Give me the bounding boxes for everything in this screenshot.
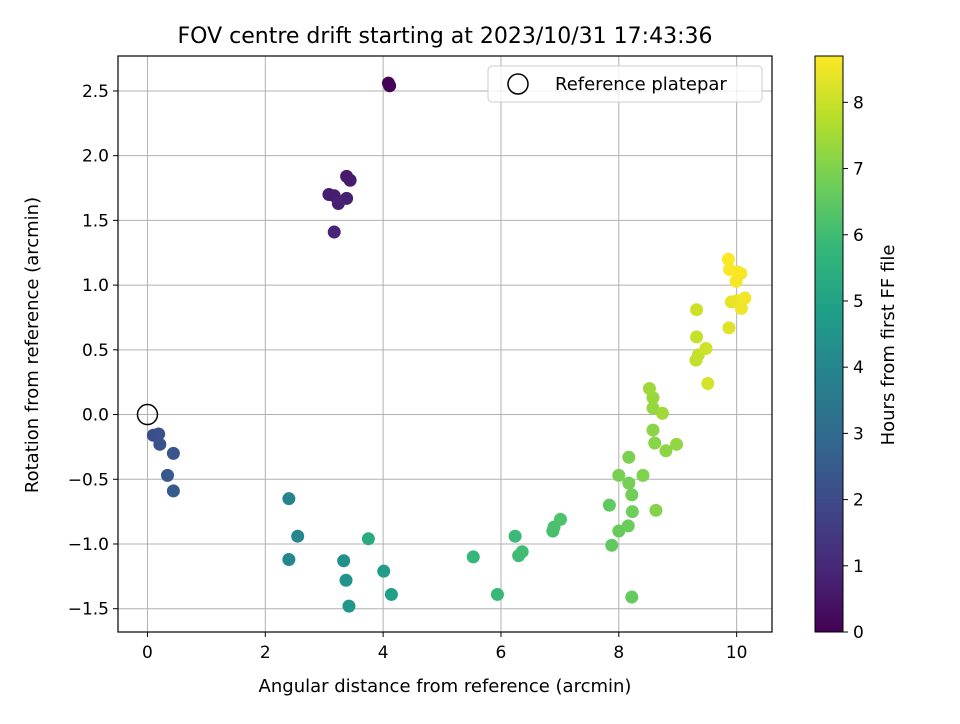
scatter-point	[670, 437, 684, 451]
scatter-point	[605, 538, 619, 552]
scatter-point	[655, 406, 669, 420]
reference-platepar-marker	[136, 403, 159, 426]
scatter-point	[722, 321, 736, 335]
x-tick-label: 8	[613, 643, 624, 663]
y-tick-label: −0.5	[68, 470, 109, 490]
scatter-point	[291, 529, 305, 543]
scatter-point	[337, 554, 351, 568]
scatter-point	[646, 423, 660, 437]
y-axis-ticks: −1.5 −1.0 −0.5 0.0 0.5 1.0 1.5 2.0 2.5	[68, 82, 118, 620]
scatter-point	[282, 492, 296, 506]
scatter-point	[166, 446, 180, 460]
scatter-point	[734, 301, 748, 315]
y-tick-label: 1.5	[82, 211, 109, 231]
scatter-point	[342, 599, 356, 613]
colorbar-tick-label: 5	[853, 292, 864, 312]
scatter-point	[327, 225, 341, 239]
scatter-point	[738, 291, 752, 305]
x-axis-label: Angular distance from reference (arcmin)	[259, 676, 632, 697]
scatter-point	[343, 173, 357, 187]
scatter-point	[625, 505, 639, 519]
colorbar-tick-label: 2	[853, 491, 864, 511]
legend-entry-reference: Reference platepar	[555, 74, 727, 95]
scatter-point	[612, 468, 626, 482]
y-tick-label: −1.0	[68, 535, 109, 555]
scatter-point	[515, 545, 529, 559]
y-tick-label: 2.0	[82, 147, 109, 167]
x-tick-label: 0	[142, 643, 153, 663]
scatter-point	[723, 263, 737, 277]
scatter-point	[384, 587, 398, 601]
scatter-point	[553, 512, 567, 526]
scatter-point	[331, 197, 345, 211]
scatter-point	[166, 484, 180, 498]
y-tick-label: 1.0	[82, 276, 109, 296]
x-tick-label: 4	[378, 643, 389, 663]
legend-marker	[507, 73, 529, 95]
colorbar: 0 1 2 3 4 5 6 7 8 Hours from first FF file	[814, 55, 899, 643]
scatter-point	[625, 590, 639, 604]
scatter-point	[361, 532, 375, 546]
scatter-point	[636, 468, 650, 482]
y-tick-label: 2.5	[82, 82, 109, 102]
scatter-point	[153, 437, 167, 451]
legend: Reference platepar	[487, 65, 763, 103]
scatter-point	[339, 573, 353, 587]
x-tick-label: 10	[726, 643, 748, 663]
scatter-point	[649, 503, 663, 517]
data-points	[146, 76, 752, 613]
scatter-point	[622, 450, 636, 464]
scatter-point	[602, 498, 616, 512]
colorbar-tick-label: 8	[853, 93, 864, 113]
y-tick-label: 0.0	[82, 406, 109, 426]
scatter-point	[625, 488, 639, 502]
scatter-point	[282, 553, 296, 567]
colorbar-tick-label: 0	[853, 623, 864, 643]
y-tick-label: −1.5	[68, 600, 109, 620]
scatter-point	[377, 564, 391, 578]
scatter-point	[152, 427, 166, 441]
legend-box	[487, 65, 763, 103]
scatter-point	[721, 252, 735, 266]
scatter-point	[690, 330, 704, 344]
scatter-point	[659, 444, 673, 458]
colorbar-tick-label: 4	[853, 358, 864, 378]
colorbar-ticks: 0 1 2 3 4 5 6 7 8	[843, 93, 864, 643]
x-axis-ticks: 0 2 4 6 8 10	[142, 632, 747, 663]
scatter-point	[466, 550, 480, 564]
colorbar-label: Hours from first FF file	[878, 245, 899, 446]
scatter-point	[160, 468, 174, 482]
x-tick-label: 2	[260, 643, 271, 663]
x-tick-label: 6	[496, 643, 507, 663]
chart-title: FOV centre drift starting at 2023/10/31 …	[178, 24, 713, 49]
scatter-point	[701, 376, 715, 390]
scatter-point	[490, 587, 504, 601]
scatter-point	[621, 519, 635, 533]
y-axis-label: Rotation from reference (arcmin)	[22, 197, 43, 493]
scatter-point	[622, 476, 636, 490]
colorbar-tick-label: 1	[853, 557, 864, 577]
scatter-point	[648, 436, 662, 450]
scatter-point	[508, 529, 522, 543]
y-tick-label: 0.5	[82, 341, 109, 361]
scatter-point	[642, 382, 656, 396]
colorbar-gradient	[814, 55, 844, 633]
colorbar-tick-label: 3	[853, 424, 864, 444]
colorbar-tick-label: 7	[853, 160, 864, 180]
scatter-point	[699, 342, 713, 356]
scatter-point	[383, 79, 397, 93]
plot-frame	[117, 55, 773, 633]
colorbar-tick-label: 6	[853, 226, 864, 246]
scatter-point	[690, 303, 704, 317]
grid-lines	[118, 56, 772, 632]
